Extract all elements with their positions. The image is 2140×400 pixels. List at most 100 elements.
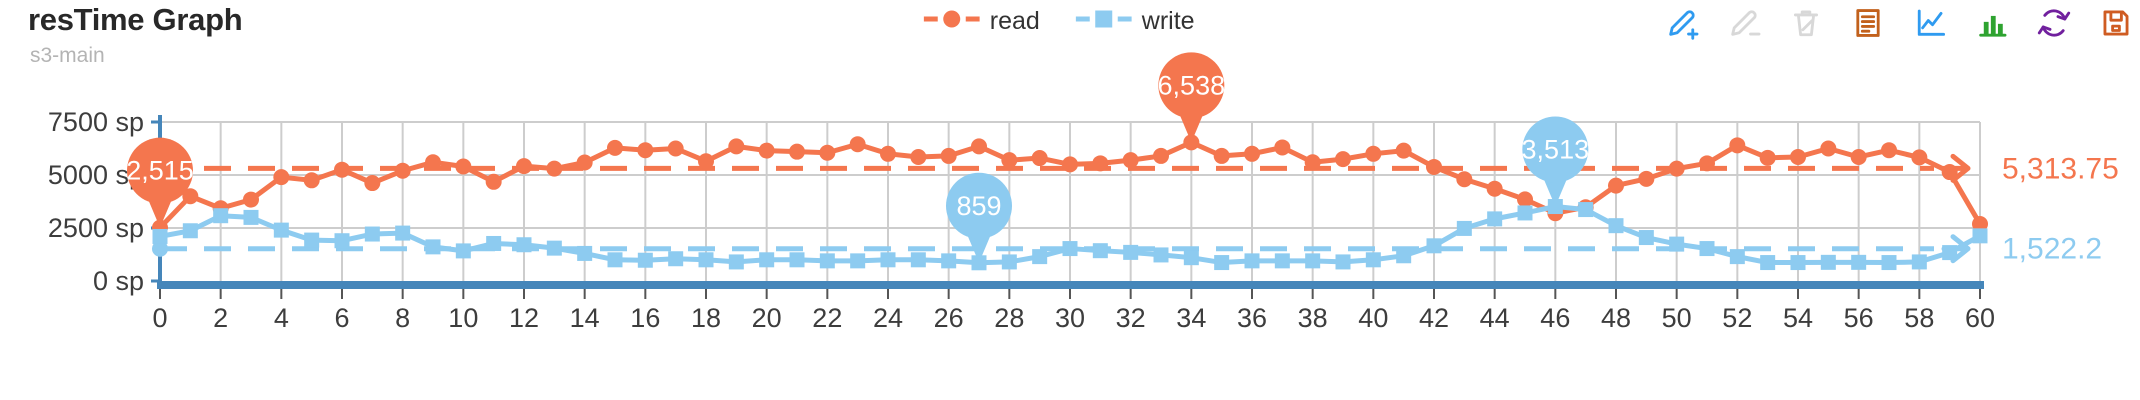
read-point[interactable]: [1941, 164, 1958, 181]
toolbar-bar-chart-button[interactable]: [1974, 3, 2010, 43]
write-point[interactable]: [546, 240, 562, 256]
write-point[interactable]: [1851, 254, 1867, 270]
write-point[interactable]: [1881, 255, 1897, 271]
read-point[interactable]: [516, 158, 532, 175]
read-point[interactable]: [1699, 155, 1715, 172]
read-point[interactable]: [334, 161, 350, 178]
read-point[interactable]: [880, 145, 896, 162]
read-point[interactable]: [1911, 149, 1928, 166]
read-point[interactable]: [1820, 140, 1837, 157]
write-point[interactable]: [1335, 254, 1351, 270]
read-point[interactable]: [425, 154, 441, 171]
read-point[interactable]: [1031, 150, 1048, 167]
write-point[interactable]: [1001, 254, 1017, 270]
read-point[interactable]: [1001, 152, 1018, 169]
write-point[interactable]: [243, 209, 259, 225]
read-point[interactable]: [1365, 145, 1382, 162]
read-point[interactable]: [455, 158, 472, 175]
write-point[interactable]: [789, 252, 805, 268]
read-point[interactable]: [1153, 147, 1169, 164]
write-point[interactable]: [1638, 230, 1654, 246]
write-point[interactable]: [334, 233, 350, 249]
read-point[interactable]: [1304, 154, 1321, 171]
read-point[interactable]: [1759, 149, 1776, 166]
toolbar-line-chart-button[interactable]: [1912, 3, 1948, 43]
write-point[interactable]: [698, 252, 714, 268]
read-point[interactable]: [243, 191, 259, 208]
write-point[interactable]: [850, 253, 866, 269]
read-point[interactable]: [394, 162, 411, 179]
write-point[interactable]: [1183, 250, 1199, 266]
write-point[interactable]: [516, 237, 532, 253]
read-point[interactable]: [1062, 156, 1078, 173]
read-point[interactable]: [1850, 148, 1867, 165]
toolbar-refresh-button[interactable]: [2036, 3, 2072, 43]
read-point[interactable]: [819, 144, 836, 161]
write-point[interactable]: [1911, 254, 1927, 270]
write-point[interactable]: [1032, 249, 1048, 265]
toolbar-save-button[interactable]: [2098, 3, 2134, 43]
read-point[interactable]: [758, 142, 775, 159]
write-point[interactable]: [1062, 241, 1078, 257]
write-point[interactable]: [486, 235, 502, 251]
write-point[interactable]: [395, 225, 411, 241]
annotation-balloon-read[interactable]: 2,515: [126, 137, 194, 228]
write-point[interactable]: [1729, 249, 1745, 265]
read-point[interactable]: [1122, 152, 1139, 169]
read-point[interactable]: [1668, 160, 1685, 177]
read-point[interactable]: [1395, 142, 1412, 159]
read-point[interactable]: [698, 153, 714, 170]
read-point[interactable]: [1213, 147, 1230, 164]
write-point[interactable]: [273, 222, 289, 238]
read-point[interactable]: [1638, 170, 1655, 187]
write-point[interactable]: [1760, 255, 1776, 271]
write-point[interactable]: [455, 243, 471, 259]
read-point[interactable]: [1729, 137, 1746, 154]
write-point[interactable]: [1365, 252, 1381, 268]
write-point[interactable]: [182, 223, 198, 239]
write-point[interactable]: [1669, 236, 1685, 252]
legend-item-write[interactable]: write: [1075, 7, 1195, 36]
write-point[interactable]: [152, 228, 168, 244]
write-point[interactable]: [304, 232, 320, 248]
read-point[interactable]: [637, 142, 654, 159]
write-point[interactable]: [819, 253, 835, 269]
write-point[interactable]: [577, 245, 593, 261]
write-point[interactable]: [910, 252, 926, 268]
read-point[interactable]: [910, 148, 927, 165]
write-point[interactable]: [1153, 247, 1169, 263]
read-point[interactable]: [1608, 177, 1624, 194]
annotation-balloon-write[interactable]: 859: [946, 172, 1012, 263]
write-point[interactable]: [1456, 220, 1472, 236]
write-point[interactable]: [1426, 238, 1442, 254]
read-point[interactable]: [1790, 148, 1806, 165]
write-point[interactable]: [1820, 254, 1836, 270]
read-point[interactable]: [1486, 180, 1503, 197]
write-point[interactable]: [1305, 253, 1321, 269]
read-point[interactable]: [1274, 139, 1291, 156]
write-point[interactable]: [607, 252, 623, 268]
write-point[interactable]: [364, 226, 380, 242]
read-point[interactable]: [667, 140, 684, 157]
write-point[interactable]: [1608, 218, 1624, 234]
annotation-balloon-write[interactable]: 3,513: [1522, 116, 1590, 207]
read-point[interactable]: [546, 160, 563, 177]
write-point[interactable]: [880, 252, 896, 268]
write-point[interactable]: [1092, 243, 1108, 259]
read-point[interactable]: [940, 147, 957, 164]
write-point[interactable]: [1972, 228, 1988, 244]
read-point[interactable]: [273, 169, 290, 186]
read-point[interactable]: [1244, 145, 1260, 162]
write-point[interactable]: [668, 251, 684, 267]
read-point[interactable]: [1972, 215, 1988, 232]
toolbar-report-button[interactable]: [1850, 3, 1886, 43]
read-point[interactable]: [849, 136, 866, 153]
read-point[interactable]: [303, 172, 320, 189]
read-point[interactable]: [728, 138, 745, 155]
read-point[interactable]: [1092, 155, 1109, 172]
write-point[interactable]: [1578, 202, 1594, 218]
legend-item-read[interactable]: read: [923, 7, 1040, 36]
write-point[interactable]: [425, 239, 441, 255]
write-point[interactable]: [1244, 253, 1260, 269]
write-point[interactable]: [1517, 205, 1533, 221]
